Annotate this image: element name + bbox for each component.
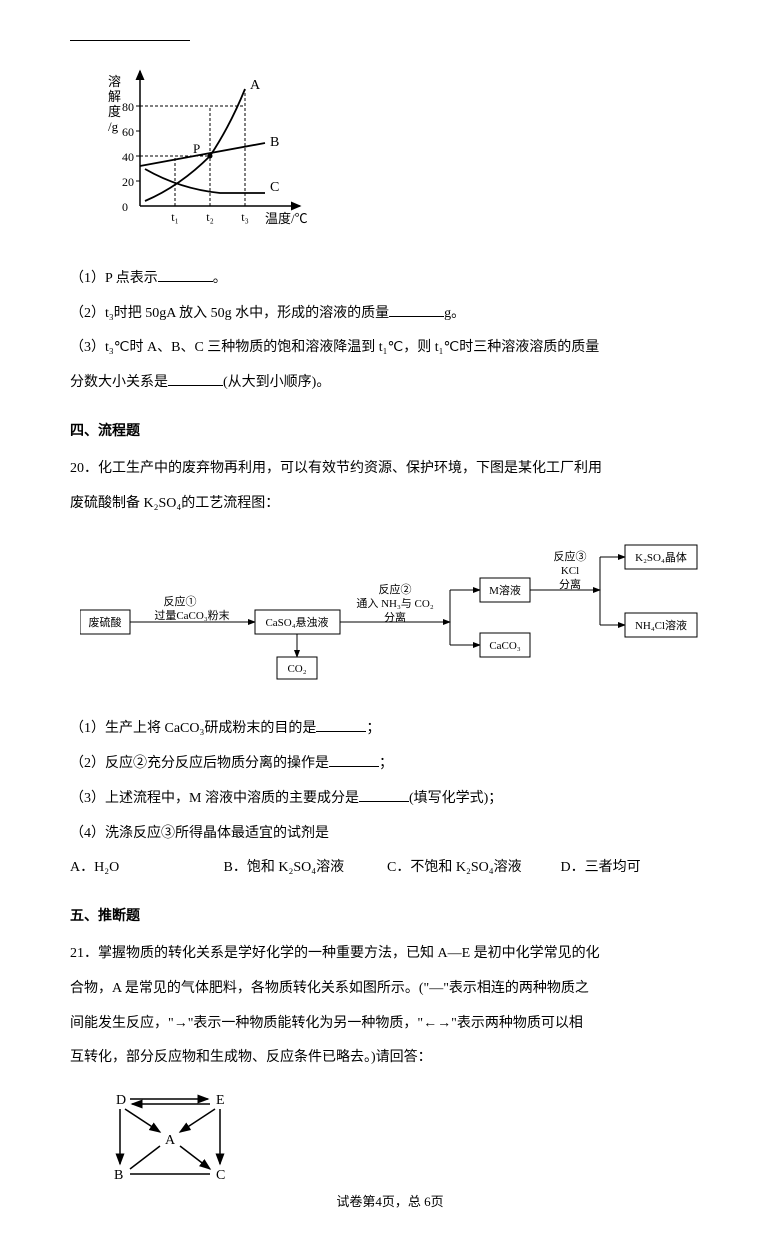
q20-4: （4）洗涤反应③所得晶体最适宜的试剂是	[70, 819, 710, 850]
svg-text:A: A	[165, 1133, 176, 1148]
section-5-heading: 五、推断题	[70, 902, 710, 933]
svg-text:P: P	[193, 141, 200, 156]
svg-text:分离: 分离	[384, 610, 406, 624]
svg-text:t₁: t₁	[171, 210, 179, 224]
option-c: C．不饱和 K₂SO₄溶液	[387, 853, 557, 884]
process-flow-diagram: 废硫酸 反应① 过量CaCO₃粉末 CaSO₄悬浊液 CO₂ 反应② 通入 NH…	[80, 535, 710, 698]
svg-text:反应①: 反应①	[164, 594, 197, 608]
svg-text:过量CaCO₃粉末: 过量CaCO₃粉末	[154, 608, 229, 622]
svg-text:C: C	[270, 180, 279, 195]
svg-text:通入 NH₃与 CO₂: 通入 NH₃与 CO₂	[356, 597, 434, 610]
svg-text:A: A	[250, 78, 261, 93]
q3a: （3）t₃℃时 A、B、C 三种物质的饱和溶液降温到 t₁℃，则 t₁℃时三种溶…	[70, 333, 710, 364]
svg-text:0: 0	[122, 200, 128, 214]
svg-text:反应②: 反应②	[379, 582, 412, 596]
svg-text:反应③: 反应③	[554, 549, 587, 563]
svg-text:40: 40	[122, 150, 134, 164]
svg-text:80: 80	[122, 100, 134, 114]
svg-text:废硫酸: 废硫酸	[89, 615, 122, 629]
q20-options: A．H₂O B．饱和 K₂SO₄溶液 C．不饱和 K₂SO₄溶液 D．三者均可	[70, 853, 710, 884]
q21-b: 合物，A 是常见的气体肥料，各物质转化关系如图所示。("—"表示相连的两种物质之	[70, 974, 710, 1005]
y-label-3: 度	[108, 104, 121, 119]
page-footer: 试卷第4页，总 6页	[0, 1188, 780, 1217]
svg-text:M溶液: M溶液	[489, 583, 521, 597]
svg-text:D: D	[116, 1093, 126, 1108]
svg-text:60: 60	[122, 125, 134, 139]
svg-text:t₂: t₂	[206, 210, 214, 224]
q20-2: （2）反应②充分反应后物质分离的操作是；	[70, 749, 710, 780]
q21-d: 互转化，部分反应物和生成物、反应条件已略去。)请回答：	[70, 1043, 710, 1074]
y-label-2: 解	[108, 89, 121, 104]
y-label-1: 溶	[108, 74, 121, 89]
q2: （2）t₃时把 50gA 放入 50g 水中，形成的溶液的质量g。	[70, 299, 710, 330]
y-label-4: /g	[108, 119, 119, 134]
svg-text:E: E	[216, 1093, 225, 1108]
solubility-chart: 溶 解 度 /g 0 20 40 60 80 t₁ t₂ t₃ 温度/℃ A B…	[90, 61, 710, 244]
svg-text:B: B	[270, 135, 279, 150]
svg-text:B: B	[114, 1168, 123, 1183]
q3b: 分数大小关系是(从大到小顺序)。	[70, 368, 710, 399]
svg-text:KCl: KCl	[561, 565, 579, 577]
q20-1: （1）生产上将 CaCO₃研成粉末的目的是；	[70, 714, 710, 745]
svg-text:CaCO₃: CaCO₃	[489, 640, 521, 652]
svg-text:K₂SO₄晶体: K₂SO₄晶体	[635, 550, 687, 564]
q21-c: 间能发生反应，"→"表示一种物质能转化为另一种物质，"←→"表示两种物质可以相	[70, 1009, 710, 1040]
svg-text:分离: 分离	[559, 577, 581, 591]
q20-intro-a: 20．化工生产中的废弃物再利用，可以有效节约资源、保护环境，下图是某化工厂利用	[70, 454, 710, 485]
option-d: D．三者均可	[561, 860, 641, 875]
option-b: B．饱和 K₂SO₄溶液	[224, 853, 384, 884]
svg-text:CaSO₄悬浊液: CaSO₄悬浊液	[265, 615, 328, 629]
svg-text:温度/℃: 温度/℃	[265, 211, 308, 226]
svg-text:C: C	[216, 1168, 225, 1183]
q1: （1）P 点表示。	[70, 264, 710, 295]
option-a: A．H₂O	[70, 853, 220, 884]
svg-text:t₃: t₃	[241, 210, 249, 224]
header-rule	[70, 40, 190, 41]
q21-a: 21．掌握物质的转化关系是学好化学的一种重要方法，已知 A—E 是初中化学常见的…	[70, 939, 710, 970]
svg-text:CO₂: CO₂	[287, 663, 306, 675]
svg-text:20: 20	[122, 175, 134, 189]
q20-intro-b: 废硫酸制备 K₂SO₄的工艺流程图：	[70, 489, 710, 520]
section-4-heading: 四、流程题	[70, 417, 710, 448]
q20-3: （3）上述流程中，M 溶液中溶质的主要成分是(填写化学式)；	[70, 784, 710, 815]
svg-text:NH₄Cl溶液: NH₄Cl溶液	[635, 618, 687, 632]
